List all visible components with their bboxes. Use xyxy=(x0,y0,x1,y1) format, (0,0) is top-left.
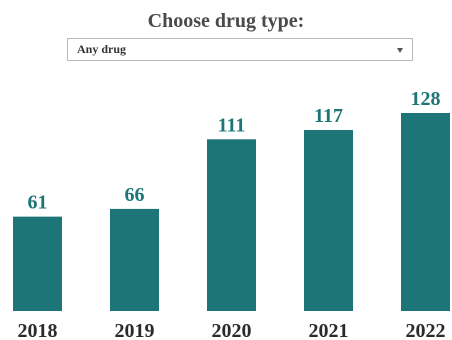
x-tick-label-2021: 2021 xyxy=(309,320,349,340)
value-label-2020: 111 xyxy=(218,114,246,136)
chart-title: Choose drug type: xyxy=(147,10,305,32)
drug-type-select[interactable]: Any drug xyxy=(67,38,413,61)
bar-2021[interactable] xyxy=(304,130,353,311)
value-label-2022: 128 xyxy=(411,88,441,110)
x-tick-label-2022: 2022 xyxy=(406,320,446,340)
x-tick-label-2019: 2019 xyxy=(115,320,155,340)
bar-2022[interactable] xyxy=(401,113,450,311)
value-label-2021: 117 xyxy=(314,105,343,127)
bar-2019[interactable] xyxy=(110,208,159,311)
x-tick-label-2020: 2020 xyxy=(212,320,252,340)
drug-type-selected-value: Any drug xyxy=(77,42,127,56)
value-label-2019: 66 xyxy=(125,184,145,206)
bar-2018[interactable] xyxy=(13,216,62,311)
x-tick-label-2018: 2018 xyxy=(18,320,58,340)
chevron-down-icon[interactable] xyxy=(397,48,403,53)
bar-2020[interactable] xyxy=(207,139,256,311)
value-label-2018: 61 xyxy=(28,192,48,214)
